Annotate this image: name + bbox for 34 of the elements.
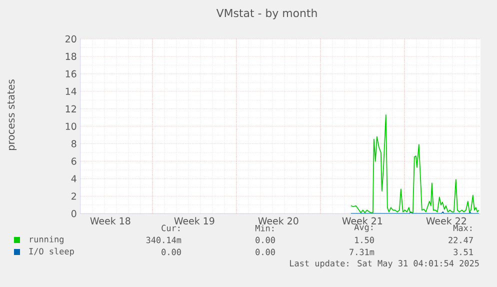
text: 22.47 xyxy=(448,236,473,244)
text: Cur: xyxy=(162,224,180,232)
text: 340.14m xyxy=(146,236,182,244)
text: 1.50 xyxy=(355,236,374,244)
y-tick-label: 18 xyxy=(66,52,76,60)
text: 0.00 xyxy=(162,248,181,256)
y-tick-label: 20 xyxy=(66,35,76,43)
y-axis-title: process states xyxy=(7,80,17,150)
text: 7.31m xyxy=(350,248,374,256)
text: Last update: Sat May 31 04:01:54 2025 xyxy=(290,260,479,268)
text: Min: xyxy=(255,224,274,232)
x-tick-label: Week 21 xyxy=(342,217,382,224)
y-tick-label: 4 xyxy=(71,175,76,182)
x-tick-label: Week 20 xyxy=(258,217,298,224)
y-tick-label: 10 xyxy=(66,122,76,130)
legend-label: I/O sleep xyxy=(29,248,74,256)
y-tick-label: 0 xyxy=(71,210,76,218)
text: 0.00 xyxy=(256,236,275,244)
line-series xyxy=(350,114,480,214)
x-tick-label: Week 18 xyxy=(90,217,130,224)
y-tick-label: 12 xyxy=(66,105,76,112)
x-tick-label: Week 19 xyxy=(174,217,214,224)
y-tick-label: 2 xyxy=(72,192,76,200)
legend-label: running xyxy=(30,236,64,244)
text: 0.00 xyxy=(256,248,275,256)
y-tick-label: 16 xyxy=(66,70,76,78)
text: Avg: xyxy=(354,224,372,232)
y-tick-label: 6 xyxy=(72,158,76,165)
y-tick-label: 14 xyxy=(66,88,76,95)
y-tick-label: 8 xyxy=(72,140,76,148)
x-tick-label: Week 22 xyxy=(426,217,466,224)
chart-title: VMstat - by month xyxy=(216,8,317,20)
text: Max: xyxy=(453,224,472,232)
text: 3.51 xyxy=(454,248,473,256)
